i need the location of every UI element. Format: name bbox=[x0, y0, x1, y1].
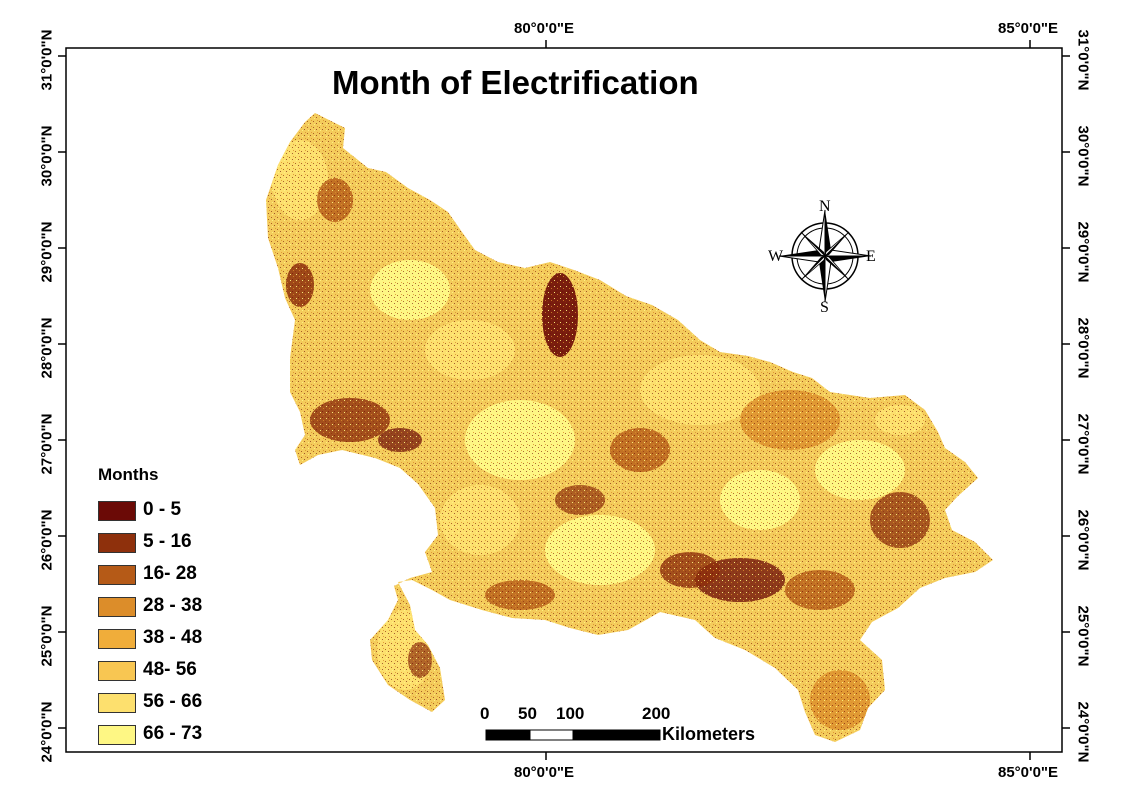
scale-label: 0 bbox=[480, 704, 490, 723]
top-tick-label: 85°0'0"E bbox=[998, 20, 1059, 37]
scale-label: 50 bbox=[518, 704, 537, 723]
left-tick-label: 29°0'0"N bbox=[38, 221, 56, 283]
right-tick-label: 24°0'0"N bbox=[1074, 701, 1092, 763]
bottom-tick-label: 85°0'0"E bbox=[998, 764, 1059, 781]
legend-swatch bbox=[98, 501, 136, 521]
bottom-tick-label: 80°0'0"E bbox=[514, 764, 575, 781]
left-tick-label: 26°0'0"N bbox=[38, 509, 56, 571]
legend-label: 56 - 66 bbox=[143, 691, 203, 712]
left-tick-label: 31°0'0"N bbox=[38, 29, 56, 91]
legend-label: 0 - 5 bbox=[143, 499, 182, 520]
right-tick-label: 30°0'0"N bbox=[1074, 125, 1092, 187]
compass-south-label: S bbox=[820, 299, 829, 316]
right-tick-label: 25°0'0"N bbox=[1074, 605, 1092, 667]
right-tick-label: 26°0'0"N bbox=[1074, 509, 1092, 571]
legend-swatch bbox=[98, 597, 136, 617]
left-tick-label: 24°0'0"N bbox=[38, 701, 56, 763]
compass-east-label: E bbox=[866, 248, 876, 265]
legend-swatch bbox=[98, 629, 136, 649]
top-tick-label: 80°0'0"E bbox=[514, 20, 575, 37]
left-tick-label: 30°0'0"N bbox=[38, 125, 56, 187]
compass-rose-icon bbox=[778, 209, 872, 303]
compass-west-label: W bbox=[768, 248, 784, 265]
left-tick-label: 27°0'0"N bbox=[38, 413, 56, 475]
left-tick-label: 25°0'0"N bbox=[38, 605, 56, 667]
scale-label: 100 bbox=[556, 704, 585, 723]
right-tick-label: 29°0'0"N bbox=[1074, 221, 1092, 283]
legend-swatch bbox=[98, 661, 136, 681]
legend-label: 5 - 16 bbox=[143, 531, 192, 552]
legend-swatch bbox=[98, 533, 136, 553]
map-title: Month of Electrification bbox=[332, 64, 699, 101]
legend-label: 28 - 38 bbox=[143, 595, 203, 616]
legend-label: 66 - 73 bbox=[143, 723, 203, 744]
legend-title: Months bbox=[98, 465, 159, 484]
left-tick-label: 28°0'0"N bbox=[38, 317, 56, 379]
scale-bar bbox=[485, 729, 661, 741]
scale-label: 200 bbox=[642, 704, 671, 723]
scale-unit-label: Kilometers bbox=[662, 724, 756, 744]
right-tick-label: 31°0'0"N bbox=[1074, 29, 1092, 91]
legend-swatch bbox=[98, 725, 136, 745]
right-tick-label: 28°0'0"N bbox=[1074, 317, 1092, 379]
legend-label: 16- 28 bbox=[143, 563, 197, 584]
legend-label: 38 - 48 bbox=[143, 627, 203, 648]
legend-label: 48- 56 bbox=[143, 659, 197, 680]
legend-swatch bbox=[98, 693, 136, 713]
right-tick-label: 27°0'0"N bbox=[1074, 413, 1092, 475]
frame-ticks bbox=[58, 40, 1070, 760]
legend-swatch bbox=[98, 565, 136, 585]
compass-north-label: N bbox=[819, 198, 831, 215]
